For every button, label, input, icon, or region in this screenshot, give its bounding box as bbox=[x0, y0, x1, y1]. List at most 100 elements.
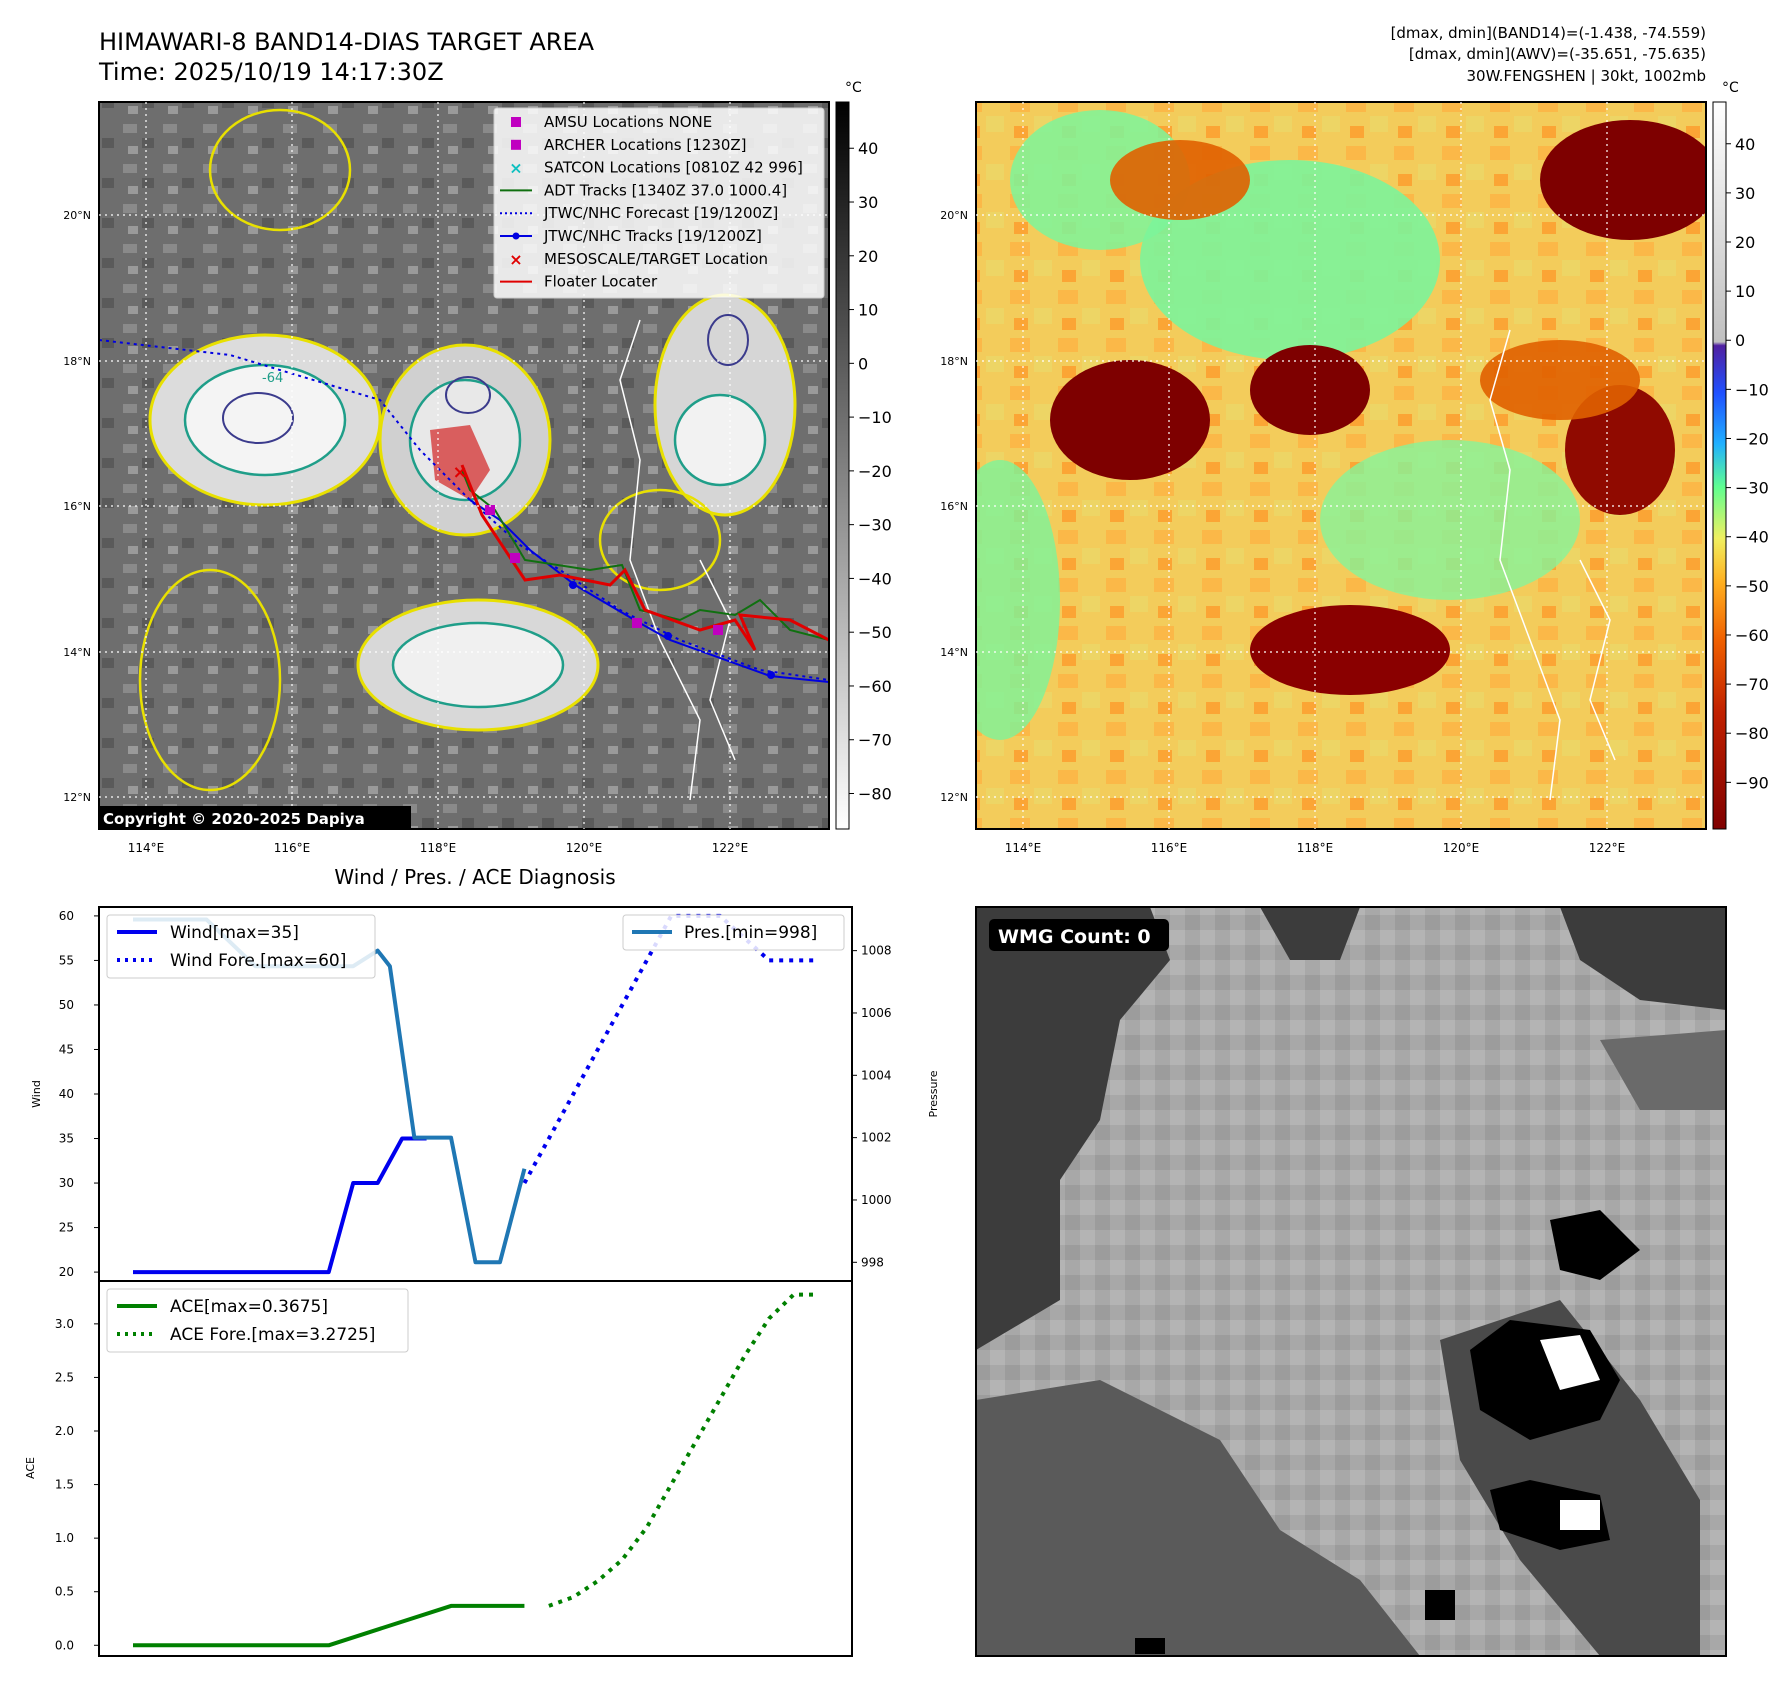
colorbar-tick-label: −30 bbox=[858, 516, 892, 535]
map-contour-label: -64 bbox=[262, 371, 283, 386]
pres-legend-box bbox=[622, 914, 845, 951]
lat-tick-label: 16°N bbox=[63, 500, 91, 513]
series-line-wind bbox=[133, 1136, 427, 1275]
colorbar-tick-label: −80 bbox=[858, 785, 892, 804]
legend-item-label: JTWC/NHC Forecast [19/1200Z] bbox=[543, 204, 778, 222]
y-tick-label: 60 bbox=[59, 909, 74, 923]
y2-tick-label: 1006 bbox=[861, 1006, 892, 1020]
colorbar-tick-label: −40 bbox=[1735, 528, 1769, 547]
ace-y-ticks: 0.0 0.5 1.0 1.5 2.0 2.5 3.0 bbox=[55, 1317, 99, 1652]
wmg-imagery bbox=[976, 907, 1726, 1656]
colorbar-tick-label: 40 bbox=[858, 139, 878, 158]
wmg-label: WMG Count: 0 bbox=[998, 926, 1151, 948]
legend-marker-x: × bbox=[509, 159, 522, 178]
copyright-text: Copyright © 2020-2025 Dapiya bbox=[103, 810, 365, 828]
heat-lat-ticks: 20°N 18°N 16°N 14°N 12°N bbox=[940, 209, 968, 804]
colorbar-tick-label: −60 bbox=[858, 677, 892, 696]
info-line1: [dmax, dmin](BAND14)=(-1.438, -74.559) bbox=[1391, 24, 1706, 42]
wind-pressure-chart: Wind / Pres. / ACE Diagnosis Wind Pressu… bbox=[30, 865, 940, 1282]
colorbar-tick-label: 30 bbox=[1735, 184, 1755, 203]
colorbar-tick-label: 20 bbox=[858, 247, 878, 266]
legend-item-label: MESOSCALE/TARGET Location bbox=[544, 250, 768, 268]
series-line-ace bbox=[133, 1603, 525, 1648]
lon-tick-label: 118°E bbox=[420, 841, 457, 855]
lon-tick-label: 122°E bbox=[1589, 841, 1626, 855]
wind-legend-box bbox=[106, 914, 376, 979]
y-tick-label: 20 bbox=[59, 1265, 74, 1279]
y2-tick-label: 1000 bbox=[861, 1193, 892, 1207]
map-colorbar-unit: °C bbox=[845, 80, 862, 96]
lat-tick-label: 14°N bbox=[940, 646, 968, 659]
lon-tick-label: 122°E bbox=[712, 841, 749, 855]
legend-marker-x: × bbox=[509, 250, 522, 269]
heat-map-panel: 114°E 116°E 118°E 120°E 122°E 20°N 18°N 16°N 14… bbox=[940, 80, 1769, 855]
lon-tick-label: 114°E bbox=[128, 841, 165, 855]
heat-gridlines bbox=[976, 102, 1706, 829]
legend-item-label: ARCHER Locations [1230Z] bbox=[544, 136, 747, 154]
colorbar-tick-label: −20 bbox=[1735, 429, 1769, 448]
ace-ylabel: ACE bbox=[24, 1457, 37, 1479]
info-line2: [dmax, dmin](AWV)=(-35.651, -75.635) bbox=[1409, 45, 1706, 63]
map-colorbar bbox=[835, 101, 850, 830]
colorbar-tick-label: 0 bbox=[858, 354, 868, 373]
lon-tick-label: 114°E bbox=[1005, 841, 1042, 855]
chart-title: Wind / Pres. / ACE Diagnosis bbox=[334, 865, 615, 889]
heat-colorbar-unit: °C bbox=[1722, 80, 1739, 96]
map-legend: AMSU Locations NONE ARCHER Locations [123… bbox=[500, 113, 803, 291]
satellite-map-panel: × 114°E 116°E 118°E 120°E 122°E 20°N 18°N 16°N… bbox=[63, 80, 892, 855]
legend-marker-square bbox=[511, 117, 521, 127]
y-tick-label: 0.0 bbox=[55, 1638, 74, 1652]
legend-item-label: AMSU Locations NONE bbox=[544, 113, 712, 131]
colorbar-tick-label: 10 bbox=[1735, 282, 1755, 301]
legend-marker-dot bbox=[512, 232, 520, 240]
colorbar-tick-label: 30 bbox=[858, 193, 878, 212]
ace-chart: ACE 0.0 0.5 1.0 1.5 2.0 2.5 3.0 ACE[max=0.3675… bbox=[24, 1280, 853, 1657]
colorbar-tick-label: −50 bbox=[858, 623, 892, 642]
map-legend-box bbox=[493, 107, 825, 299]
y2-tick-label: 998 bbox=[861, 1255, 884, 1269]
colorbar-tick-label: 40 bbox=[1735, 135, 1755, 154]
y-tick-label: 35 bbox=[59, 1132, 74, 1146]
colorbar-tick-label: −20 bbox=[858, 462, 892, 481]
ace-series-lines bbox=[133, 1292, 818, 1648]
heat-colorbar bbox=[1712, 101, 1727, 830]
wind-y-ticks: 20 25 30 35 40 45 50 55 60 bbox=[59, 909, 99, 1279]
colorbar-tick-label: 20 bbox=[1735, 233, 1755, 252]
y-tick-label: 40 bbox=[59, 1087, 74, 1101]
info-line3: 30W.FENGSHEN | 30kt, 1002mb bbox=[1466, 67, 1706, 85]
lat-tick-label: 20°N bbox=[63, 209, 91, 222]
figure-title-line1: HIMAWARI-8 BAND14-DIAS TARGET AREA bbox=[99, 28, 595, 56]
y-tick-label: 2.0 bbox=[55, 1424, 74, 1438]
colorbar-tick-label: 10 bbox=[858, 301, 878, 320]
y-tick-label: 55 bbox=[59, 953, 74, 967]
map-lon-ticks: 114°E 116°E 118°E 120°E 122°E bbox=[128, 841, 749, 855]
lon-tick-label: 116°E bbox=[274, 841, 311, 855]
heat-imagery bbox=[976, 102, 1706, 829]
colorbar-tick-label: −70 bbox=[1735, 675, 1769, 694]
heat-lon-ticks: 114°E 116°E 118°E 120°E 122°E bbox=[1005, 841, 1626, 855]
y-tick-label: 25 bbox=[59, 1221, 74, 1235]
wind-ylabel: Wind bbox=[30, 1080, 43, 1108]
colorbar-tick-label: −80 bbox=[1735, 724, 1769, 743]
y-tick-label: 0.5 bbox=[55, 1585, 74, 1599]
y-tick-label: 1.0 bbox=[55, 1531, 74, 1545]
colorbar-tick-label: −60 bbox=[1735, 626, 1769, 645]
lon-tick-label: 118°E bbox=[1297, 841, 1334, 855]
legend-wind-label: Wind[max=35] bbox=[170, 923, 299, 943]
colorbar-tick-label: −10 bbox=[858, 408, 892, 427]
lat-tick-label: 14°N bbox=[63, 646, 91, 659]
lat-tick-label: 12°N bbox=[940, 791, 968, 804]
legend-item-label: JTWC/NHC Tracks [19/1200Z] bbox=[543, 227, 762, 245]
y-tick-label: 30 bbox=[59, 1176, 74, 1190]
lat-tick-label: 18°N bbox=[63, 355, 91, 368]
lon-tick-label: 120°E bbox=[1443, 841, 1480, 855]
y-tick-label: 50 bbox=[59, 998, 74, 1012]
legend-marker-square bbox=[511, 139, 521, 150]
colorbar-tick-label: −30 bbox=[1735, 479, 1769, 498]
lat-tick-label: 20°N bbox=[940, 209, 968, 222]
y2-tick-label: 1002 bbox=[861, 1131, 892, 1145]
legend-ace-fore-label: ACE Fore.[max=3.2725] bbox=[170, 1325, 375, 1345]
colorbar-tick-label: 0 bbox=[1735, 331, 1745, 350]
lat-tick-label: 16°N bbox=[940, 500, 968, 513]
